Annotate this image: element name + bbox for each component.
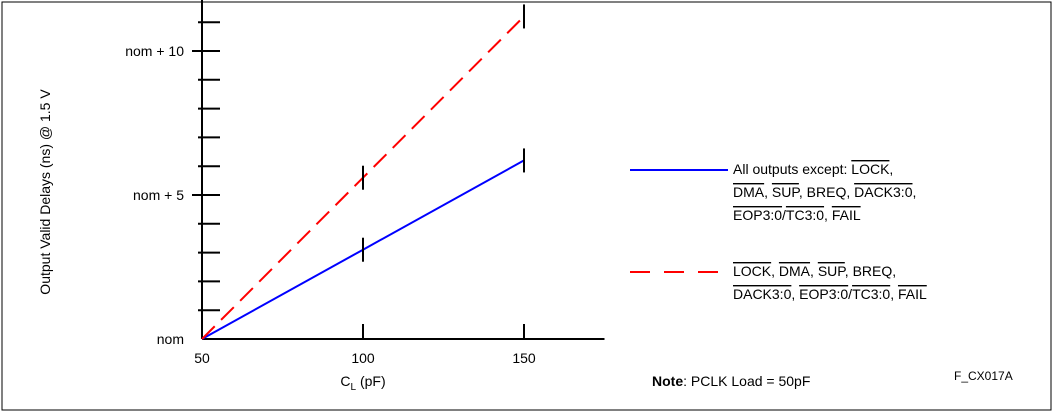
series-lines <box>201 4 525 340</box>
y-tick-label: nom + 5 <box>133 187 184 203</box>
x-axis-title: CL (pF) <box>340 373 385 393</box>
legend-label: DACK3:0, EOP3:0/TC3:0, FAIL <box>733 286 927 302</box>
note-text: Note: PCLK Load = 50pF <box>652 373 810 389</box>
y-tick-label: nom <box>157 331 184 347</box>
axes <box>192 0 605 340</box>
legend-label: EOP3:0/TC3:0, FAIL <box>733 207 861 223</box>
legend: All outputs except: LOCK, DMA, SUP, BREQ,… <box>630 161 927 302</box>
y-tick-label: nom + 10 <box>125 43 184 59</box>
legend-label: LOCK, DMA, SUP, BREQ, <box>733 263 896 279</box>
x-tick-label: 50 <box>194 350 210 366</box>
y-axis-title: Output Valid Delays (ns) @ 1.5 V <box>37 89 53 295</box>
figure-id: F_CX017A <box>954 369 1013 383</box>
tick-labels: nom nom + 5 nom + 10 50 100 150 <box>125 43 536 366</box>
legend-label: DMA, SUP, BREQ, DACK3:0, <box>733 184 916 200</box>
x-tick-label: 150 <box>512 350 536 366</box>
x-tick-label: 100 <box>351 350 375 366</box>
legend-label: All outputs except: LOCK, <box>733 161 893 177</box>
